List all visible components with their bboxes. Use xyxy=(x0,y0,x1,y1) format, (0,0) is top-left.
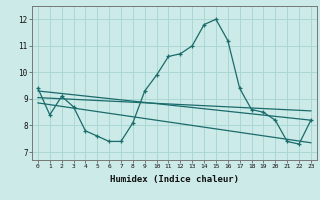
X-axis label: Humidex (Indice chaleur): Humidex (Indice chaleur) xyxy=(110,175,239,184)
